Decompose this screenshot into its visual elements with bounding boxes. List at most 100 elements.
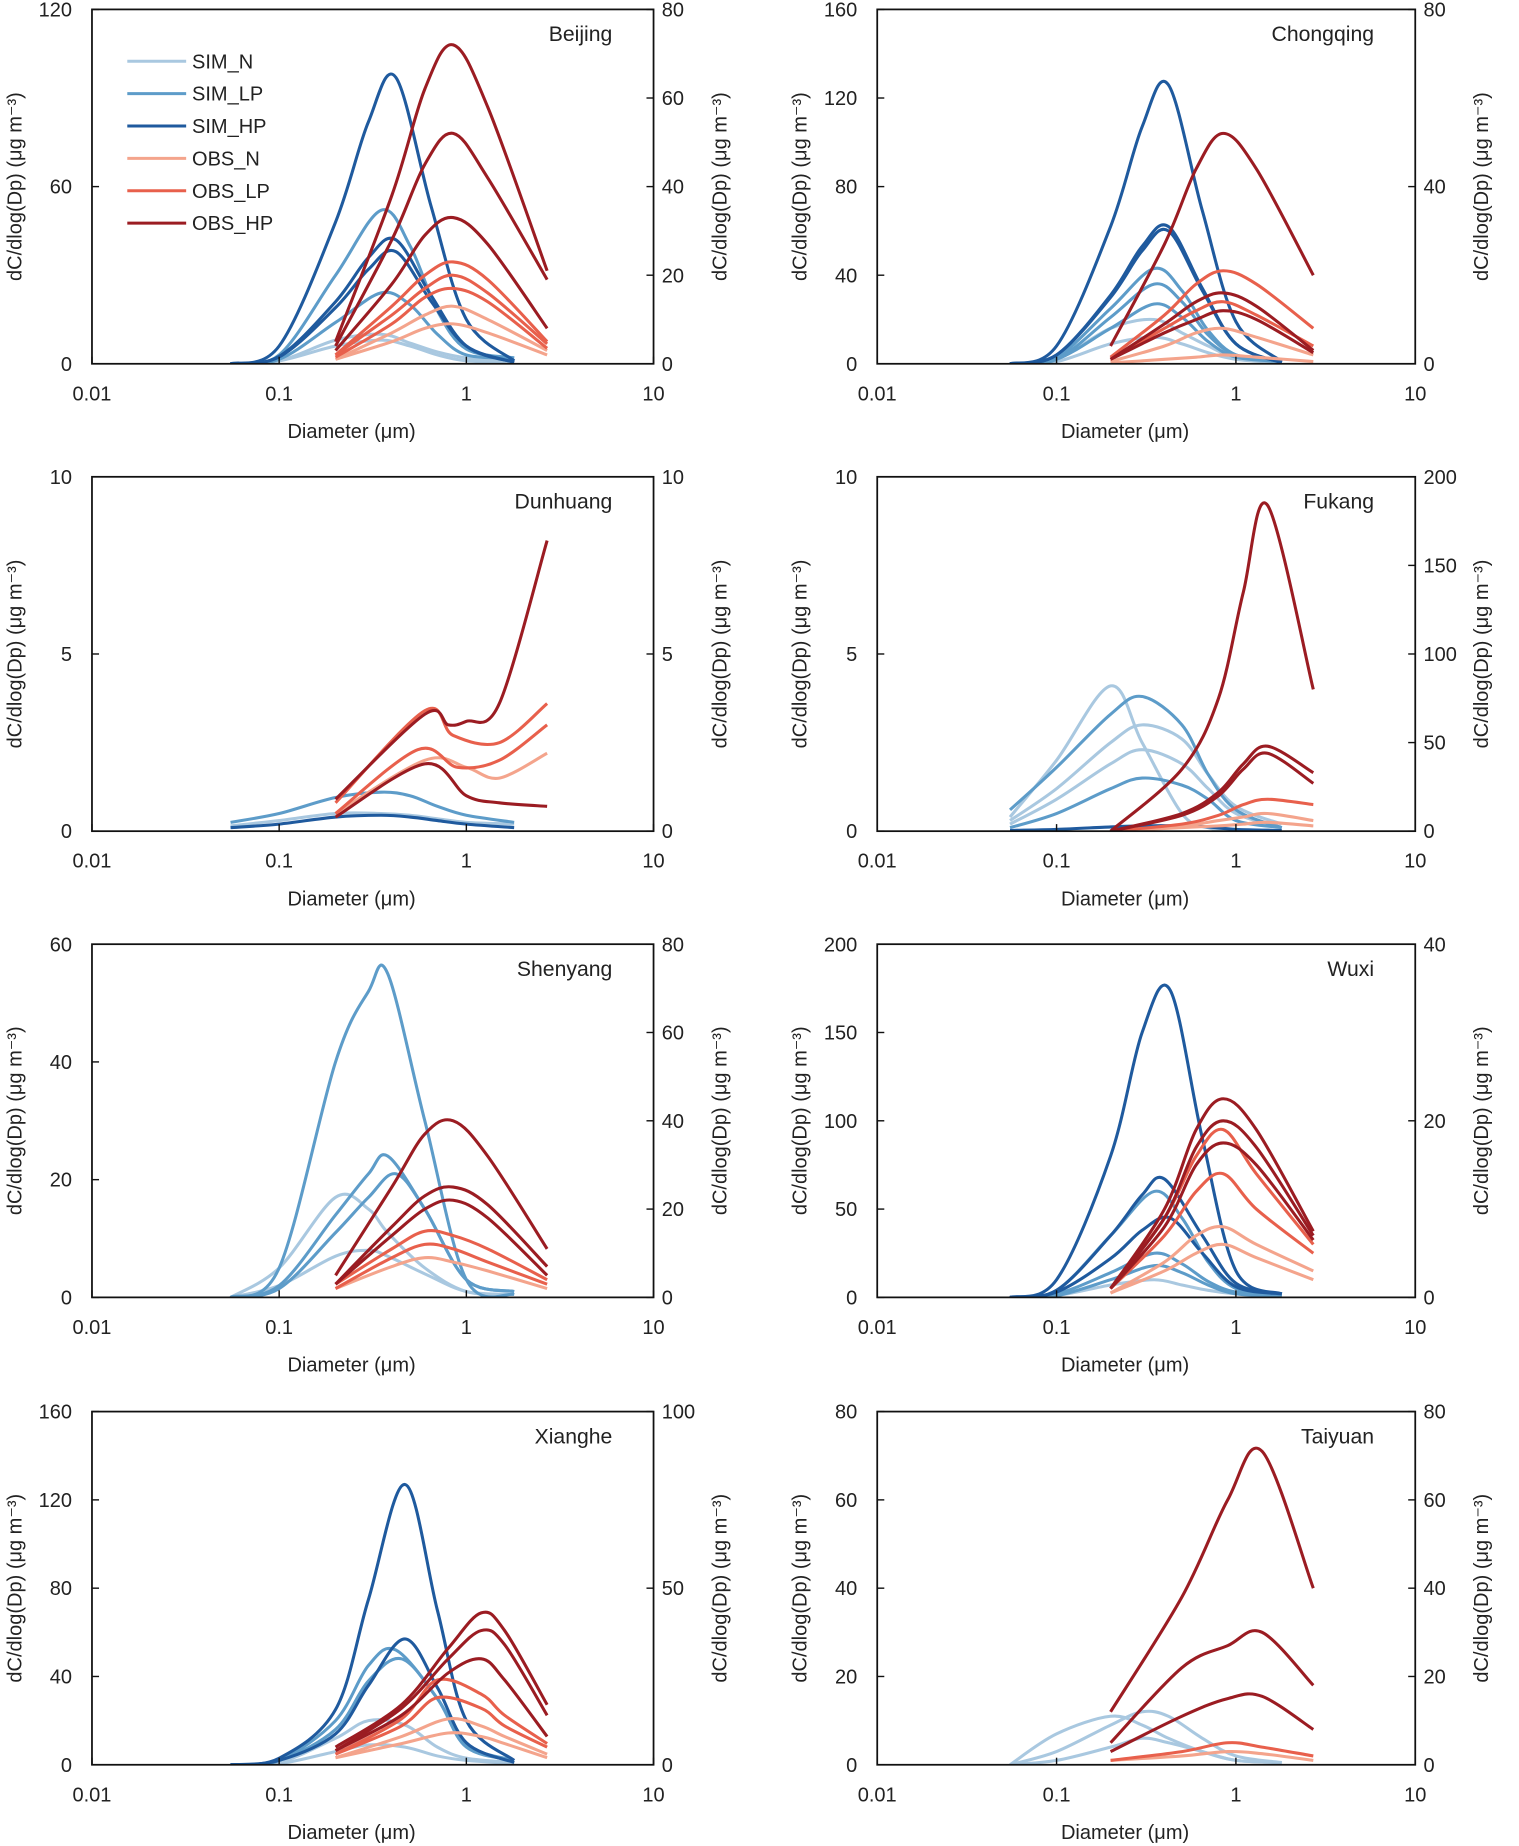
y2-tick-label: 20 (662, 265, 684, 287)
curve-sim_lp (230, 290, 515, 364)
x-axis-title: Diameter (μm) (1061, 1822, 1189, 1844)
x-axis-title: Diameter (μm) (287, 888, 415, 910)
y-tick-label: 100 (824, 1111, 857, 1133)
y-tick-label: 80 (835, 177, 857, 199)
y2-tick-label: 50 (1423, 733, 1445, 755)
y2-axis-title: dC/dlog(Dp) (μg m⁻³) (1471, 1026, 1493, 1215)
x-tick-label: 0.01 (858, 1317, 897, 1339)
y2-axis-title: dC/dlog(Dp) (μg m⁻³) (1471, 92, 1493, 281)
x-tick-label: 10 (1404, 383, 1426, 405)
y2-tick-label: 0 (1423, 1755, 1434, 1777)
plot-frame (876, 8, 1417, 365)
y2-tick-label: 40 (1423, 934, 1445, 956)
y-tick-label: 0 (846, 1755, 857, 1777)
y-tick-label: 120 (824, 88, 857, 110)
y-tick-label: 20 (835, 1667, 857, 1689)
curves (229, 963, 549, 1298)
x-axis-title: Diameter (μm) (1061, 1355, 1189, 1377)
curve-obs_n (334, 304, 548, 361)
x-tick-label: 1 (1230, 851, 1241, 873)
curve-obs_n (1110, 1749, 1314, 1762)
y2-tick-label: 100 (662, 1402, 695, 1424)
x-tick-label: 10 (642, 1317, 664, 1339)
curve-obs_lp (334, 286, 549, 359)
y2-tick-label: 40 (1423, 1578, 1445, 1600)
x-tick-label: 10 (642, 383, 664, 405)
curve-sim_hp (1009, 983, 1283, 1298)
y2-tick-label: 60 (662, 88, 684, 110)
curve-obs_lp (1110, 797, 1314, 832)
curve-obs_n (335, 322, 548, 361)
curve-obs_hp (1109, 1097, 1315, 1290)
curve-obs_hp (334, 762, 548, 819)
panel-title: Wuxi (1327, 958, 1374, 981)
x-tick-label: 0.1 (1043, 1317, 1071, 1339)
x-tick-label: 0.1 (265, 851, 293, 873)
y-tick-label: 40 (835, 1578, 857, 1600)
x-tick-label: 0.1 (1043, 383, 1071, 405)
curve-sim_n (230, 338, 515, 364)
curve-obs_n (1110, 353, 1314, 364)
panel-title: Xianghe (535, 1425, 613, 1448)
legend-label: SIM_LP (192, 84, 263, 106)
legend-label: OBS_HP (192, 213, 273, 235)
y2-tick-label: 100 (1423, 644, 1456, 666)
curve-obs_hp (334, 1657, 549, 1752)
curve-obs_hp (1109, 1141, 1315, 1290)
curve-sim_n (1009, 335, 1282, 364)
y2-axis-title: dC/dlog(Dp) (μg m⁻³) (710, 92, 732, 281)
x-tick-label: 1 (461, 851, 472, 873)
legend-label: SIM_N (192, 51, 253, 73)
y-tick-label: 0 (61, 821, 72, 843)
y-axis-title: dC/dlog(Dp) (μg m⁻³) (790, 560, 812, 749)
curve-obs_n (1110, 820, 1314, 832)
x-tick-label: 0.01 (73, 1784, 112, 1806)
curve-obs_n (335, 1731, 548, 1760)
y-tick-label: 40 (50, 1052, 72, 1074)
y-tick-label: 0 (846, 821, 857, 843)
curve-sim_hp (1009, 80, 1283, 364)
x-axis-title: Diameter (μm) (1061, 888, 1189, 910)
y2-tick-label: 80 (662, 0, 684, 21)
curve-obs_lp (1109, 300, 1315, 361)
curve-obs_hp (334, 1198, 549, 1286)
curve-sim_hp (230, 1482, 516, 1765)
y-axis-title: dC/dlog(Dp) (μg m⁻³) (790, 1494, 812, 1683)
plot-frame (91, 475, 655, 833)
curve-sim_hp (230, 248, 515, 364)
y-tick-label: 5 (846, 644, 857, 666)
x-tick-label: 10 (642, 851, 664, 873)
y-tick-label: 0 (61, 1287, 72, 1309)
y2-tick-label: 40 (1423, 177, 1445, 199)
y-tick-label: 40 (835, 265, 857, 287)
y2-tick-label: 20 (662, 1199, 684, 1221)
curve-obs_lp (1109, 1171, 1315, 1290)
curve-sim_lp (1008, 694, 1283, 830)
curve-obs_lp (334, 723, 549, 815)
y-tick-label: 5 (61, 644, 72, 666)
curves (1008, 501, 1315, 832)
curve-sim_hp (1009, 1175, 1283, 1298)
x-axis-title: Diameter (μm) (287, 1355, 415, 1377)
curve-obs_hp (334, 215, 549, 352)
panel-chongqing: 0.01 0.1 1 10 Diameter (μm) 0 40 80 120 160 0 40 80 d… (790, 0, 1494, 443)
curve-obs_lp (334, 1677, 548, 1756)
curve-obs_lp (334, 1695, 548, 1756)
curve-sim_lp (230, 1153, 515, 1298)
y-tick-label: 0 (846, 354, 857, 376)
y-tick-label: 80 (50, 1578, 72, 1600)
y-tick-label: 10 (50, 467, 72, 489)
curves (230, 1482, 549, 1765)
x-tick-label: 0.01 (73, 383, 112, 405)
legend-label: OBS_LP (192, 181, 270, 203)
x-tick-label: 0.1 (265, 1784, 293, 1806)
curve-sim_lp (230, 790, 515, 824)
y2-tick-label: 0 (662, 821, 673, 843)
y2-tick-label: 40 (662, 177, 684, 199)
panel-wuxi: 0.01 0.1 1 10 Diameter (μm) 0 50 100 150 200 0 20 40… (790, 934, 1494, 1376)
curve-obs_hp (1110, 751, 1315, 832)
legend: SIM_N SIM_LP SIM_HP OBS_N OBS_LP OBS_HP (127, 51, 273, 235)
x-tick-label: 1 (1230, 383, 1241, 405)
